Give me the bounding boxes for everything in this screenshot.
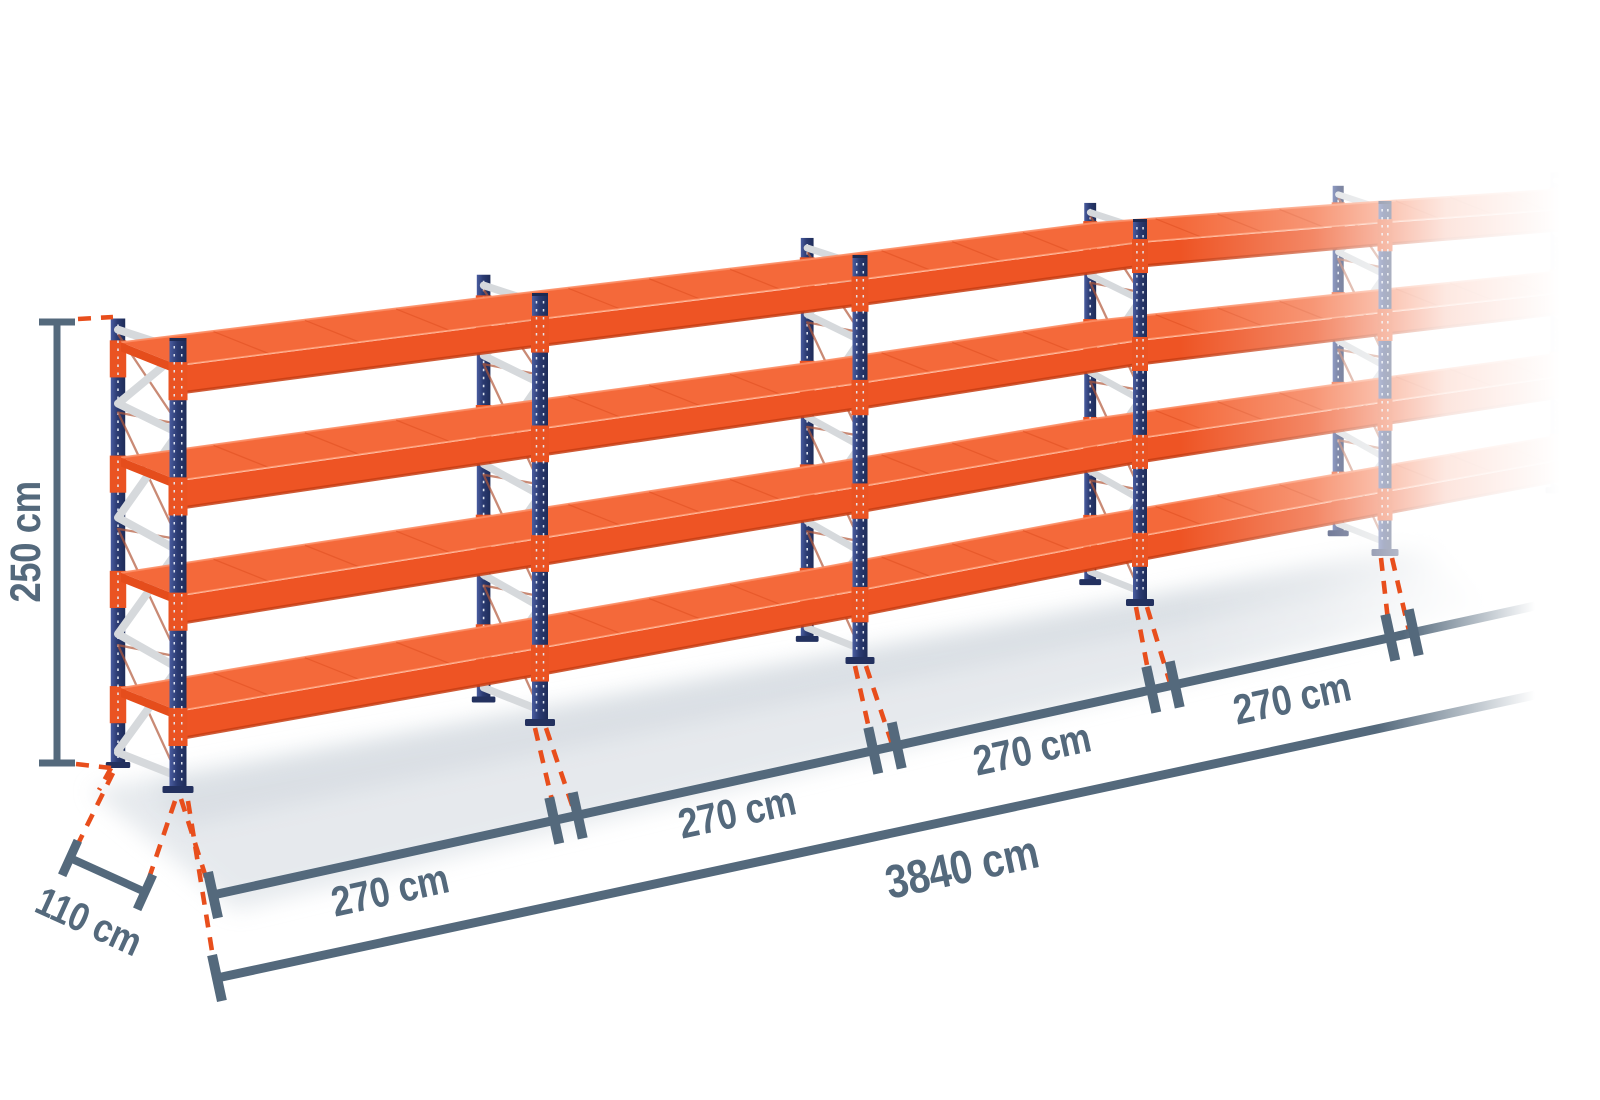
bay-tick-3 <box>1141 660 1185 714</box>
leader-bay-start <box>178 798 212 888</box>
rack-front-upright-1 <box>162 338 194 793</box>
bay-tick-1 <box>544 791 588 845</box>
depth-dimension-cap-right <box>133 872 157 912</box>
height-dimension-cap-top <box>39 318 75 326</box>
depth-dimension-line <box>68 854 147 896</box>
bay-tick-4 <box>1380 608 1424 662</box>
height-dimension-cap-bottom <box>39 759 75 767</box>
floor-shadow <box>90 548 1480 910</box>
bay-dimensions: 270 cm 270 cm 270 cm 270 cm <box>203 601 1536 926</box>
leader-total-start <box>185 800 218 971</box>
total-start-tick <box>207 953 227 1003</box>
height-dimension: 250 cm <box>2 318 75 767</box>
leader-height-bottom <box>75 761 114 792</box>
total-dimension-label: 3840 cm <box>881 826 1043 909</box>
rack-front-upright-4 <box>1126 219 1154 606</box>
rack-front-upright-3 <box>845 255 875 664</box>
leader-height-top <box>77 314 114 322</box>
total-dimension-line <box>216 690 1536 983</box>
rack-back-upright-1 <box>105 318 131 768</box>
depth-dimension-cap-left <box>58 838 82 878</box>
bay-start-tick <box>203 870 223 920</box>
leader-depth-front <box>143 800 178 888</box>
leader-frame-4 <box>1133 606 1173 684</box>
leader-frame-3 <box>852 665 895 745</box>
leader-frame-5 <box>1378 557 1412 632</box>
leader-depth-back <box>70 771 116 856</box>
height-dimension-label: 250 cm <box>2 481 49 602</box>
bay-tick-2 <box>863 721 907 775</box>
depth-dimension-label: 110 cm <box>29 877 149 964</box>
fade-overlay <box>1180 0 1600 1100</box>
rack-front-upright-2 <box>525 293 555 726</box>
depth-dimension: 110 cm <box>29 838 157 965</box>
